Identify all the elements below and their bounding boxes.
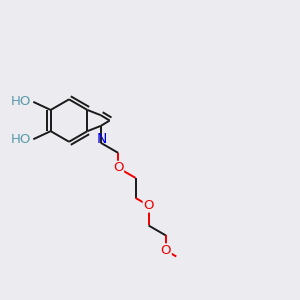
Text: O: O (160, 244, 171, 257)
Text: N: N (97, 132, 107, 146)
Text: O: O (113, 161, 124, 174)
Text: HO: HO (11, 95, 31, 108)
Text: O: O (143, 199, 154, 212)
Text: HO: HO (11, 133, 31, 146)
